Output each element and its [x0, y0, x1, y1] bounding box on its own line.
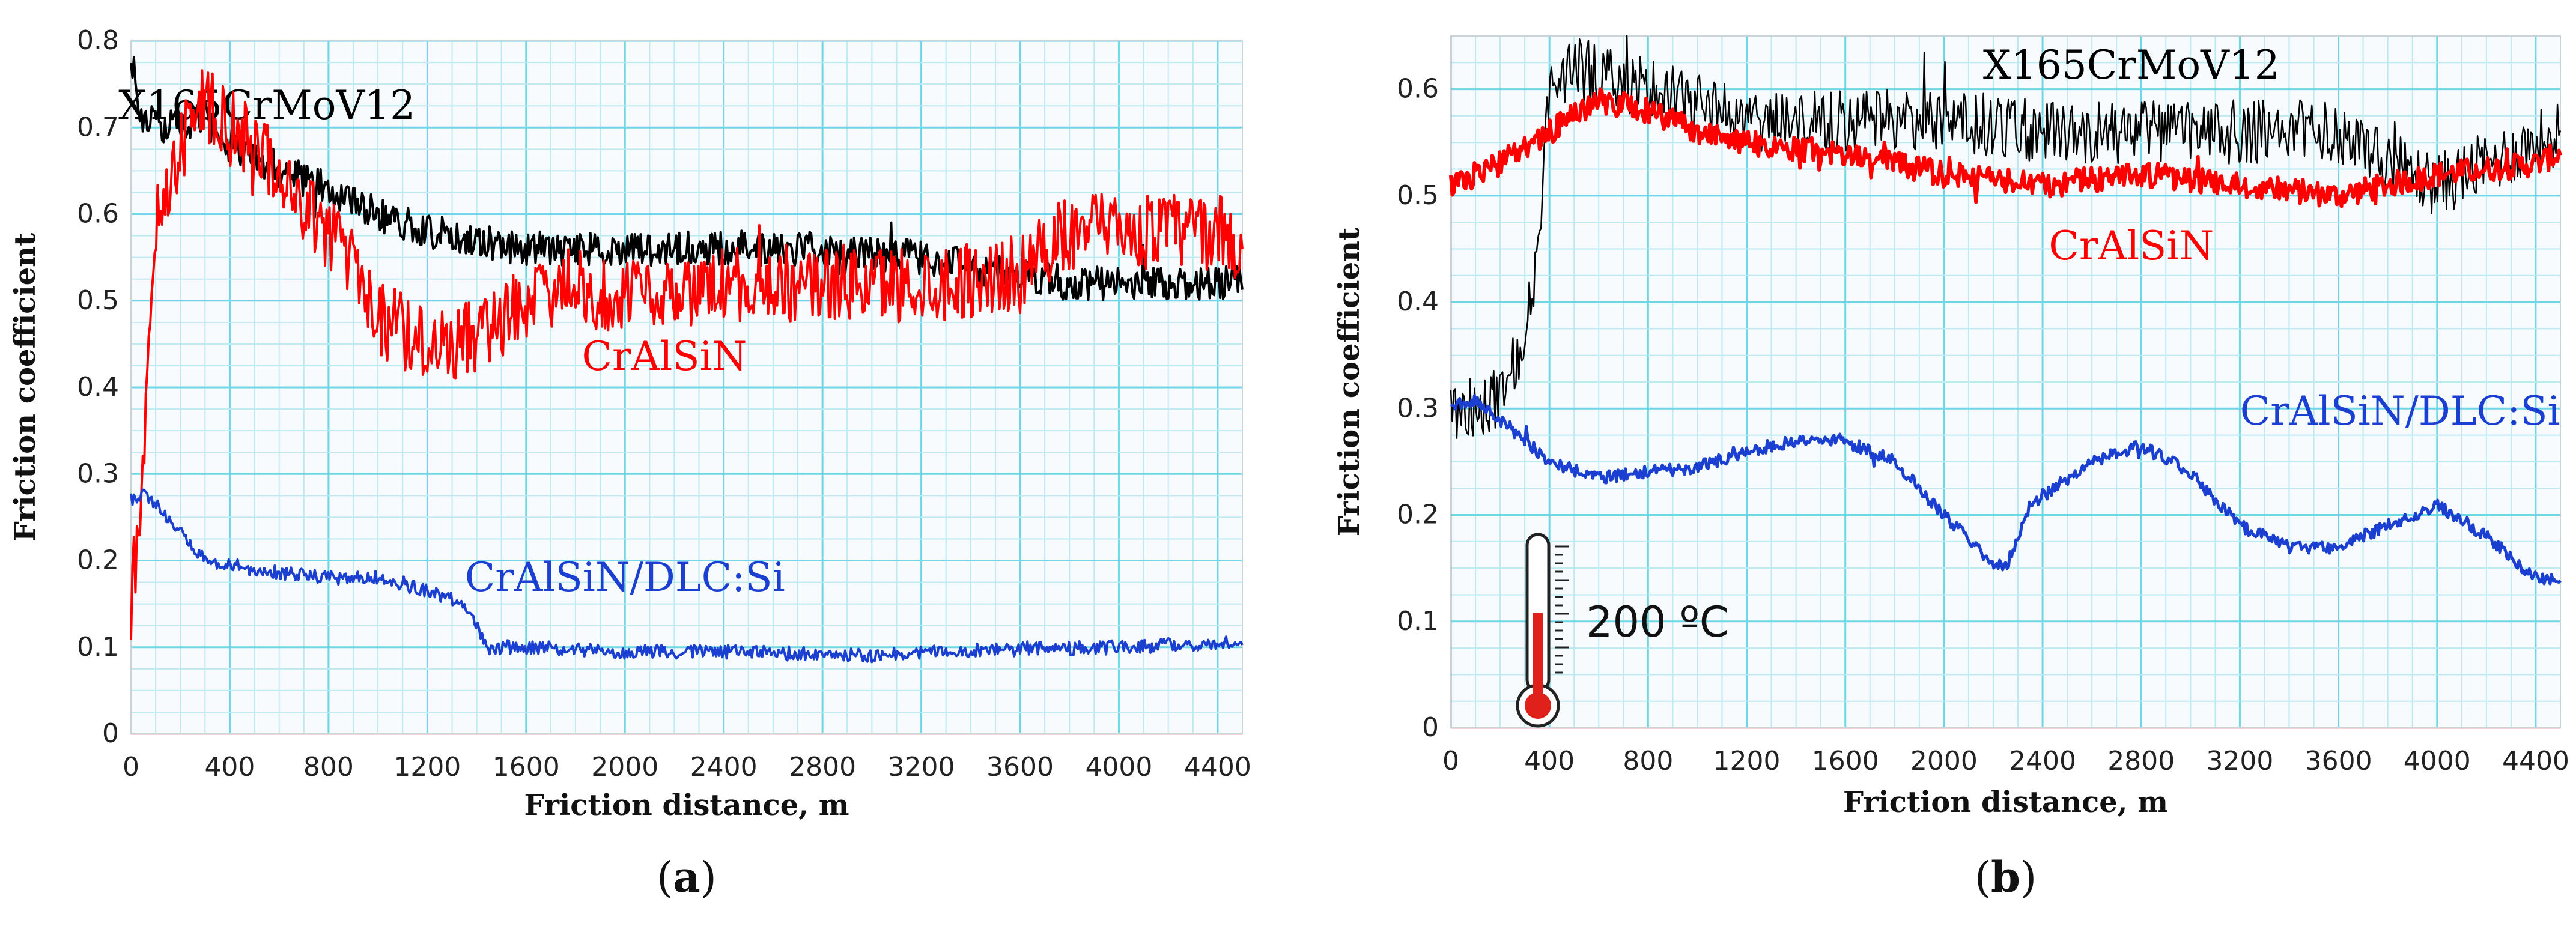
caption-paren: )	[2020, 853, 2037, 902]
x-tick-label: 400	[204, 752, 255, 782]
plot-frame	[130, 40, 1243, 734]
series-line	[1450, 35, 2562, 439]
series-line	[130, 69, 1244, 640]
x-tick-label: 4000	[1085, 752, 1152, 782]
caption-paren: (	[1975, 853, 1991, 902]
panel-caption: (a)	[657, 852, 717, 902]
x-tick-label: 2800	[2107, 746, 2175, 776]
series-label: CrAlSiN	[582, 333, 747, 380]
panel-caption: (b)	[1975, 852, 2037, 902]
panel-a: 0 0.1 0.2 0.3 0.4 0.5 0.6 0.7 0.8 0 400 800 1200 1600…	[8, 25, 1251, 902]
x-tick-label: 3600	[2305, 746, 2372, 776]
y-tick-label: 0.3	[1397, 393, 1439, 423]
x-tick-label: 0	[123, 752, 139, 782]
x-tick-label: 2000	[591, 752, 658, 782]
series-line	[130, 56, 1244, 302]
y-tick-label: 0.1	[1397, 606, 1439, 637]
x-tick-label: 1600	[493, 752, 560, 782]
x-tick-label: 400	[1524, 746, 1575, 776]
y-tick-label: 0.2	[77, 545, 119, 576]
y-tick-label: 0.1	[77, 632, 119, 662]
panel-b: 0 0.1 0.2 0.3 0.4 0.5 0.6 0 400 800 1200 1600 2000 24…	[1332, 35, 2569, 902]
x-tick-label: 4400	[2502, 746, 2569, 776]
y-tick-label: 0.4	[77, 372, 119, 402]
x-tick-label: 800	[1623, 746, 1673, 776]
y-tick-label: 0.6	[77, 199, 119, 229]
x-tick-label: 0	[1442, 746, 1459, 776]
x-tick-label: 2400	[690, 752, 758, 782]
caption-letter: b	[1991, 852, 2020, 902]
thermometer-bulb	[1525, 692, 1551, 719]
thermometer-mercury	[1533, 613, 1543, 703]
y-tick-label: 0.8	[77, 25, 119, 56]
y-tick-label: 0	[102, 718, 119, 749]
x-axis-label: Friction distance, m	[524, 788, 849, 822]
plot-frame	[1450, 35, 2561, 728]
x-tick-label: 3600	[986, 752, 1054, 782]
x-tick-label: 1200	[393, 752, 461, 782]
y-tick-label: 0.6	[1397, 74, 1439, 104]
x-tick-label: 3200	[888, 752, 955, 782]
temperature-label: 200 ºC	[1586, 598, 1729, 647]
series-line	[1449, 87, 2562, 208]
y-tick-label: 0.5	[1397, 180, 1439, 211]
x-tick-label: 2800	[789, 752, 856, 782]
series-label: CrAlSiN/DLC:Si	[2240, 388, 2560, 434]
x-tick-label: 1600	[1812, 746, 1879, 776]
x-tick-label: 800	[303, 752, 354, 782]
y-tick-label: 0.4	[1397, 286, 1439, 317]
series-line	[1450, 394, 2562, 586]
thermometer-icon	[1516, 533, 1569, 728]
x-tick-label: 4400	[1184, 752, 1251, 782]
x-tick-label: 2000	[1910, 746, 1978, 776]
series-label: X165CrMoV12	[1983, 42, 2280, 88]
series-line	[130, 488, 1244, 664]
y-tick-label: 0.5	[77, 285, 119, 316]
caption-letter: a	[673, 852, 700, 902]
x-tick-label: 3200	[2206, 746, 2273, 776]
y-axis-label: Friction coefficient	[8, 233, 42, 542]
x-axis-label: Friction distance, m	[1843, 785, 2168, 819]
x-tick-label: 2400	[2009, 746, 2076, 776]
series-label: CrAlSiN	[2049, 223, 2214, 269]
x-tick-label: 4000	[2404, 746, 2471, 776]
y-tick-label: 0.2	[1397, 500, 1439, 530]
series-label: X165CrMoV12	[118, 82, 415, 129]
y-tick-label: 0	[1422, 712, 1439, 743]
y-axis-label: Friction coefficient	[1332, 228, 1366, 537]
caption-paren: )	[700, 853, 717, 902]
series-label: CrAlSiN/DLC:Si	[465, 554, 785, 601]
y-tick-label: 0.3	[77, 458, 119, 489]
caption-paren: (	[657, 853, 673, 902]
x-tick-label: 1200	[1713, 746, 1781, 776]
y-tick-label: 0.7	[77, 112, 119, 142]
gridlines	[1450, 35, 2561, 729]
